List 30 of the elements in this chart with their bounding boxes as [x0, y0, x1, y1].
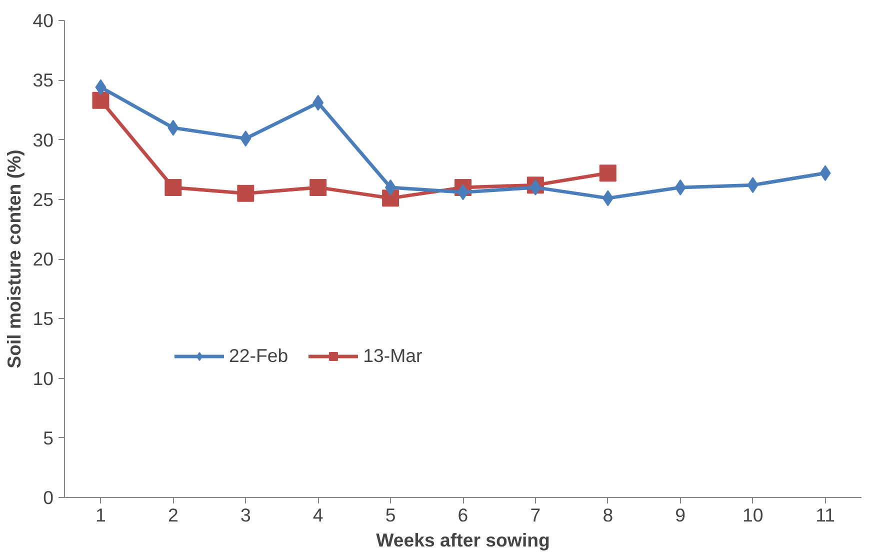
x-tick-label: 4 — [312, 504, 324, 526]
legend-label: 13-Mar — [363, 345, 422, 367]
y-tick-label: 0 — [43, 487, 54, 508]
y-tick-label: 40 — [32, 10, 54, 31]
y-tick-label: 15 — [32, 308, 54, 330]
x-tick-label: 3 — [240, 504, 251, 526]
point — [92, 92, 110, 109]
y-tick-label: 10 — [32, 368, 54, 389]
point — [310, 178, 327, 196]
y-tick-label: 25 — [32, 188, 54, 210]
x-tick-label: 5 — [385, 504, 396, 526]
x-tick-label: 9 — [675, 504, 686, 526]
x-tick-label: 10 — [742, 504, 764, 526]
y-tick-label: 5 — [43, 427, 54, 448]
y-tick-label: 35 — [32, 70, 54, 91]
x-tick-label: 7 — [530, 504, 541, 526]
x-tick-label: 1 — [96, 504, 106, 526]
point — [599, 164, 616, 182]
x-tick-label: 2 — [168, 504, 178, 526]
y-tick-label: 30 — [32, 129, 54, 150]
x-tick-label: 8 — [602, 504, 614, 526]
x-axis-title: Weeks after sowing — [376, 530, 550, 550]
y-axis-title: Soil moisture conten (%) — [4, 150, 25, 368]
x-tick-label: 6 — [458, 504, 468, 526]
point — [237, 184, 254, 202]
point — [382, 190, 400, 207]
legend-label: 22-Feb — [229, 345, 288, 367]
y-tick-label: 20 — [32, 248, 54, 270]
point — [164, 178, 182, 196]
x-tick-label: 11 — [816, 504, 835, 526]
